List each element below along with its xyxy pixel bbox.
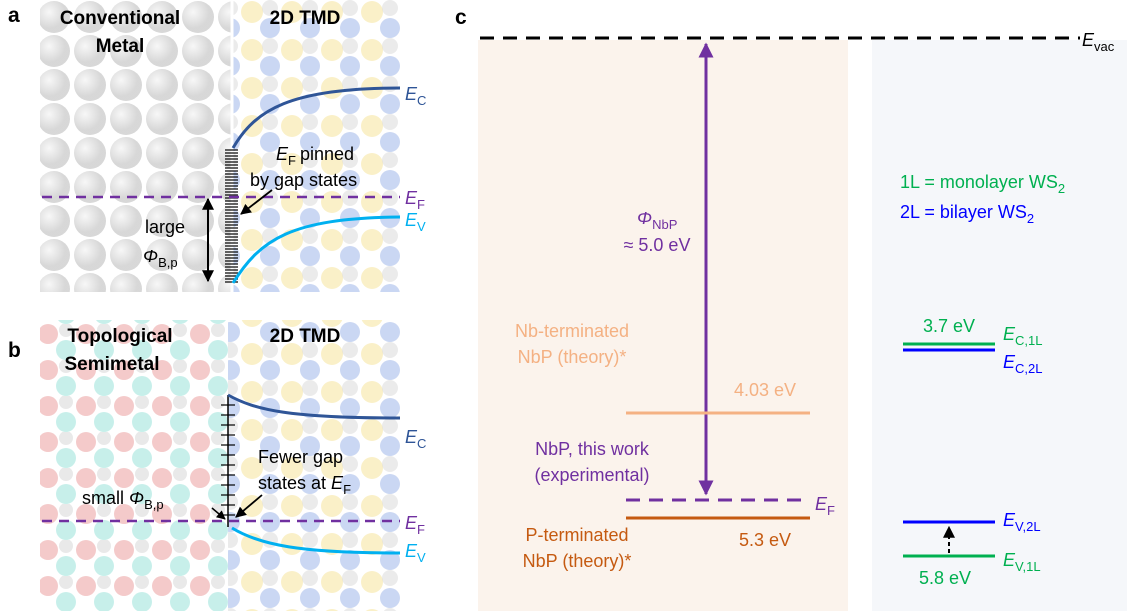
note: EF pinned [276,144,354,168]
symbol: E [1003,324,1016,344]
ev-label: EV,2L [1003,510,1041,534]
title: Metal [96,36,145,57]
subscript: C,2L [1015,361,1042,376]
subscript: V,1L [1015,559,1041,574]
subscript: vac [1094,39,1115,54]
valence-band [231,215,401,284]
evac-label: Evac [1082,30,1115,54]
subscript: F [343,482,351,497]
symbol: E [1082,30,1095,50]
ev-label: EV [405,541,426,565]
subscript: C [417,436,426,451]
ec-label: EC [405,427,426,451]
subscript: F [288,153,296,168]
title: 2D TMD [270,326,341,347]
ef-label: EF [405,188,425,212]
subscript: C,1L [1015,333,1042,348]
panel-label: c [455,6,467,29]
semimetal-lattice [40,320,228,611]
ef-label: EF [405,513,425,537]
panel-label: b [8,339,21,362]
symbol: E [1003,550,1016,570]
conduction-band [231,86,401,149]
subscript: C [417,93,426,108]
title: Semimetal [64,354,159,375]
valence-band [231,526,401,555]
barrier-text: large [145,217,185,237]
nbp-region [478,40,848,611]
legend-text: 1L = monolayer WS [900,172,1058,192]
note: by gap states [250,170,357,190]
arrow [240,189,273,215]
level-label: NbP (theory)* [523,551,632,571]
symbol: E [405,513,418,533]
ev-label: EV [405,210,426,234]
symbol: E [405,84,418,104]
symbol: E [276,144,289,164]
arrow [211,507,226,520]
ec-label: EC [405,84,426,108]
work-function-value: ≈ 5.0 eV [624,235,691,255]
symbol: E [405,188,418,208]
ws2-region [872,40,1127,611]
note: Fewer gap [258,447,343,467]
level-value: 4.03 eV [734,380,796,400]
legend-entry: 2L = bilayer WS2 [900,202,1034,226]
symbol: E [1003,510,1016,530]
subscript: F [417,197,425,212]
ec-label: EC,1L [1003,324,1042,348]
level-label: Nb-terminated [515,321,629,341]
barrier-symbol: ΦB,p [143,246,178,270]
title: 2D TMD [270,8,341,29]
subscript: B,p [144,497,164,512]
subscript: V [417,550,426,565]
note-text: pinned [300,144,354,164]
subscript: B,p [158,255,178,270]
title: Conventional [60,8,180,29]
work-function-label: ΦNbP [637,208,677,232]
symbol: E [1003,352,1016,372]
level-label: NbP (theory)* [518,347,627,367]
symbol: Φ [143,246,158,266]
subscript: V [417,219,426,234]
symbol: E [331,473,344,493]
gap-states [221,404,235,516]
level-value: 5.3 eV [739,530,791,550]
panel-label: a [8,4,20,27]
level-label: (experimental) [534,465,649,485]
level-label: P-terminated [525,525,628,545]
ev-label: EV,1L [1003,550,1041,574]
ec-label: EC,2L [1003,352,1042,376]
symbol: E [405,210,418,230]
ef-label: EF [815,494,835,518]
barrier-label: small ΦB,p [82,488,164,512]
subscript: V,2L [1015,519,1041,534]
arrow [235,494,263,518]
note-text: states at [258,473,326,493]
conduction-band [227,393,401,420]
level-value: 5.8 eV [919,568,971,588]
legend-entry: 1L = monolayer WS2 [900,172,1065,196]
subscript: 2 [1027,211,1034,226]
tmd-lattice [232,0,400,292]
subscript: F [417,522,425,537]
title: Topological [67,326,172,347]
symbol: Φ [129,488,144,508]
subscript: NbP [652,217,677,232]
level-label: NbP, this work [535,439,650,459]
level-value: 3.7 eV [923,316,975,336]
barrier-text: small [82,488,124,508]
tmd-lattice [228,320,400,611]
note: states at EF [258,473,351,497]
symbol: Φ [637,208,652,228]
symbol: E [815,494,828,514]
subscript: 2 [1058,181,1065,196]
subscript: F [827,503,835,518]
legend-text: 2L = bilayer WS [900,202,1027,222]
symbol: E [405,427,418,447]
symbol: E [405,541,418,561]
metal-lattice [40,0,232,292]
gap-states [225,149,238,283]
